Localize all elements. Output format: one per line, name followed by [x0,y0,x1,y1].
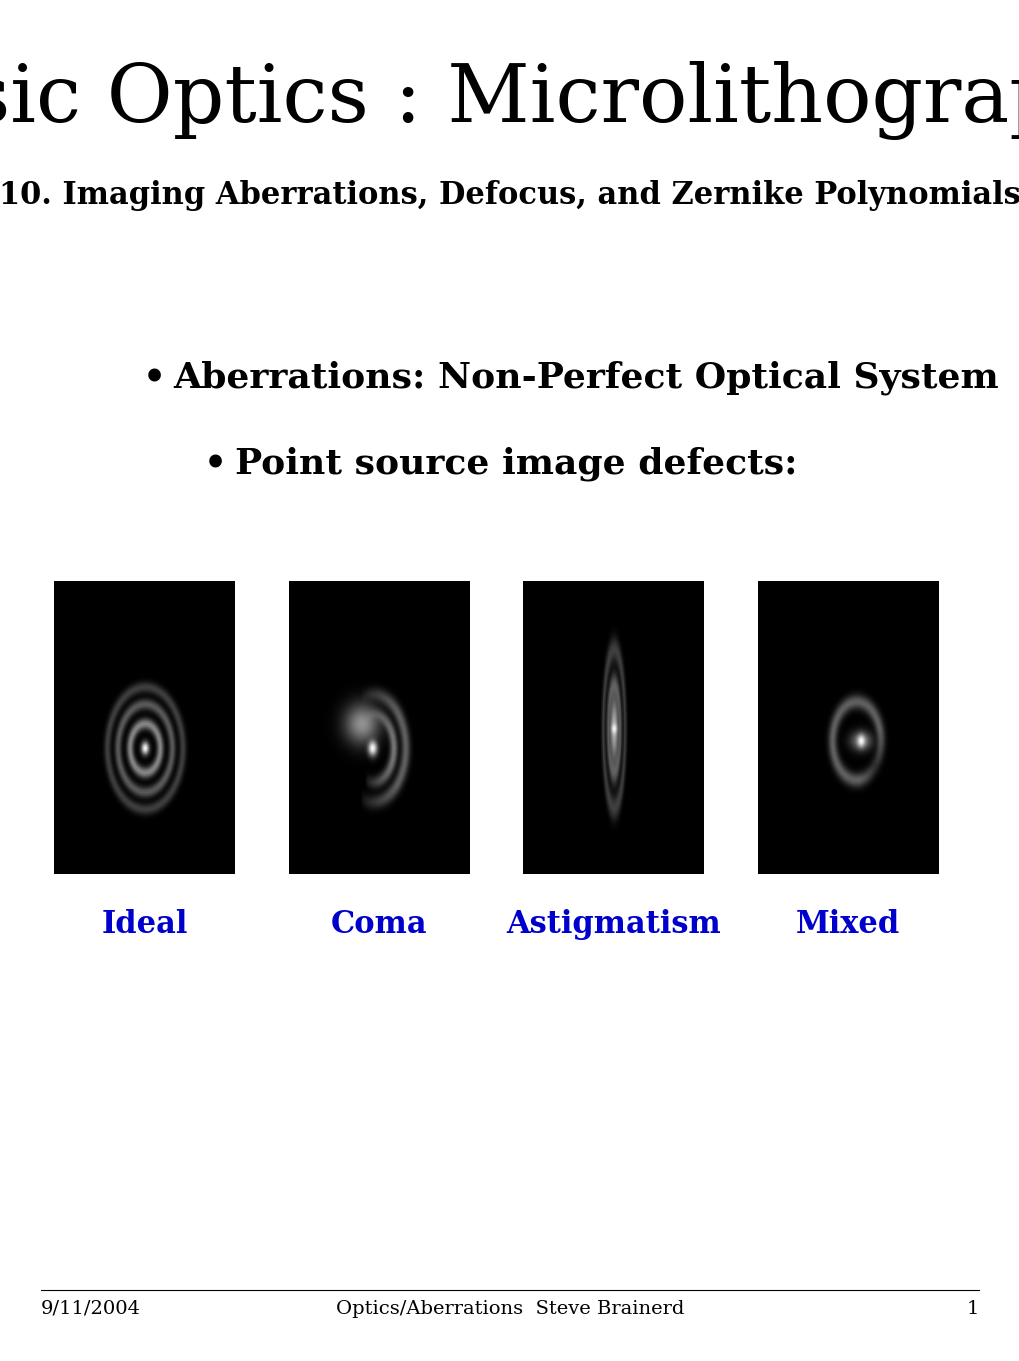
Text: Mixed: Mixed [795,909,900,940]
Text: •: • [143,361,166,395]
Text: 10. Imaging Aberrations, Defocus, and Zernike Polynomials: 10. Imaging Aberrations, Defocus, and Ze… [0,180,1019,211]
Text: Astigmatism: Astigmatism [505,909,720,940]
Text: •: • [204,446,227,480]
Text: Optics/Aberrations  Steve Brainerd: Optics/Aberrations Steve Brainerd [335,1300,684,1317]
Text: 9/11/2004: 9/11/2004 [41,1300,141,1317]
Text: Aberrations: Non-Perfect Optical System: Aberrations: Non-Perfect Optical System [173,361,999,395]
Text: Basic Optics : Microlithography: Basic Optics : Microlithography [0,61,1019,140]
Text: Ideal: Ideal [101,909,187,940]
Text: Coma: Coma [330,909,427,940]
Text: 1: 1 [966,1300,978,1317]
Text: Point source image defects:: Point source image defects: [234,446,796,480]
